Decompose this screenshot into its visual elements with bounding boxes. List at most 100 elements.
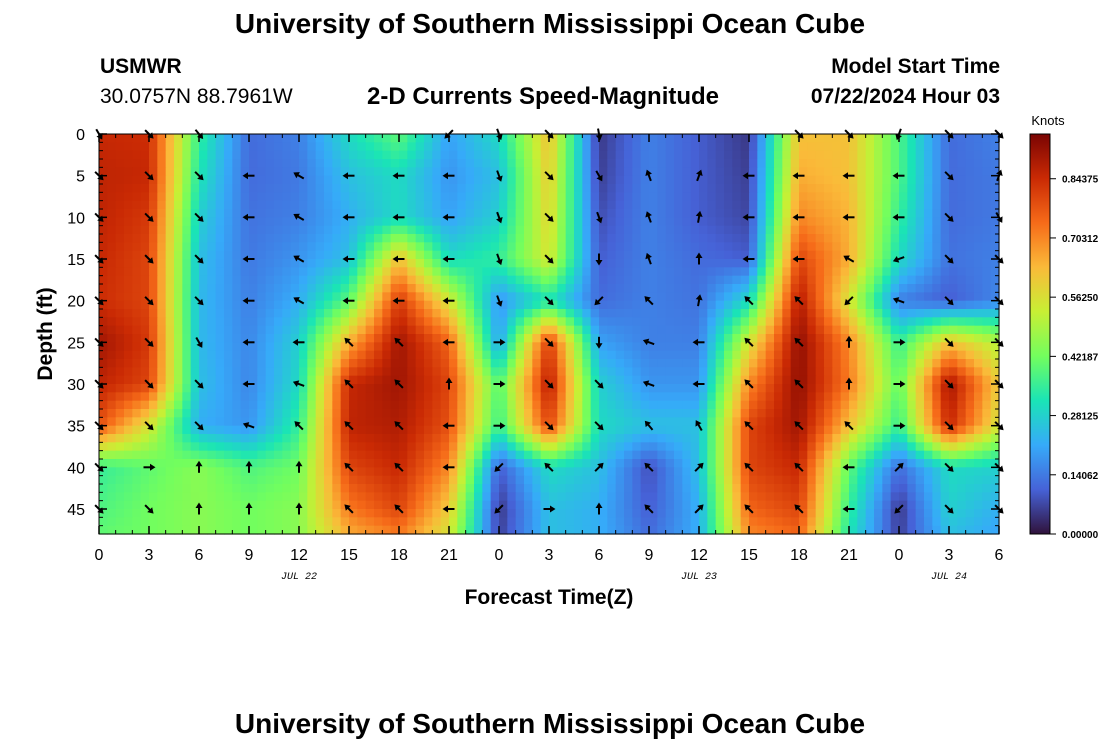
heatmap-cell (340, 317, 350, 327)
heatmap-cell (224, 225, 233, 235)
heatmap-cell (974, 225, 983, 235)
heatmap-cell (990, 184, 1000, 193)
heatmap-cell (590, 209, 600, 218)
heatmap-cell (440, 492, 450, 502)
heatmap-cell (282, 409, 292, 418)
heatmap-cell (265, 184, 275, 193)
heatmap-cell (832, 350, 842, 360)
heatmap-cell (165, 492, 175, 502)
heatmap-cell (724, 442, 733, 452)
heatmap-cell (757, 442, 767, 452)
heatmap-cell (182, 317, 192, 327)
heatmap-cell (449, 359, 458, 368)
heatmap-cell (482, 134, 492, 143)
heatmap-cell (132, 259, 142, 268)
heatmap-cell (690, 284, 700, 293)
heatmap-cell (174, 484, 183, 493)
heatmap-cell (607, 242, 617, 252)
heatmap-cell (582, 425, 592, 435)
heatmap-cell (699, 325, 708, 335)
heatmap-cell (349, 450, 358, 460)
heatmap-cell (557, 175, 567, 185)
heatmap-cell (399, 367, 408, 377)
heatmap-cell (507, 375, 517, 385)
heatmap-cell (874, 334, 883, 343)
heatmap-cell (257, 500, 267, 510)
heatmap-cell (390, 492, 400, 502)
heatmap-cell (565, 417, 575, 427)
heatmap-cell (732, 375, 742, 385)
heatmap-cell (874, 500, 883, 510)
heatmap-cell (265, 392, 275, 402)
heatmap-cell (215, 284, 225, 293)
heatmap-cell (874, 342, 883, 352)
heatmap-cell (590, 467, 600, 477)
heatmap-cell (482, 242, 492, 252)
heatmap-cell (549, 359, 558, 368)
heatmap-cell (390, 475, 400, 485)
heatmap-cell (874, 350, 883, 360)
heatmap-cell (549, 192, 558, 202)
heatmap-cell (690, 167, 700, 177)
heatmap-cell (465, 192, 475, 202)
heatmap-cell (465, 467, 475, 477)
heatmap-cell (857, 400, 867, 410)
heatmap-cell (407, 350, 417, 360)
heatmap-cell (557, 309, 567, 318)
heatmap-cell (140, 159, 150, 168)
heatmap-cell (149, 434, 158, 443)
heatmap-cell (707, 150, 717, 160)
heatmap-cell (332, 384, 342, 393)
heatmap-cell (140, 517, 150, 527)
heatmap-cell (299, 375, 308, 385)
heatmap-cell (807, 267, 817, 277)
heatmap-cell (965, 509, 975, 518)
heatmap-cell (282, 500, 292, 510)
heatmap-cell (615, 417, 625, 427)
heatmap-cell (224, 317, 233, 327)
heatmap-cell (899, 242, 908, 252)
heatmap-cell (532, 425, 542, 435)
heatmap-cell (424, 392, 433, 402)
heatmap-cell (857, 434, 867, 443)
heatmap-cell (465, 300, 475, 310)
heatmap-cell (340, 284, 350, 293)
heatmap-cell (324, 459, 333, 468)
heatmap-cell (382, 134, 392, 143)
heatmap-cell (607, 225, 617, 235)
heatmap-cell (682, 234, 692, 243)
heatmap-cell (682, 192, 692, 202)
heatmap-cell (374, 292, 383, 302)
heatmap-cell (490, 350, 500, 360)
heatmap-cell (457, 400, 467, 410)
heatmap-cell (407, 159, 417, 168)
heatmap-cell (315, 234, 325, 243)
heatmap-cell (840, 300, 850, 310)
heatmap-cell (207, 250, 217, 260)
heatmap-cell (974, 242, 983, 252)
heatmap-cell (507, 234, 517, 243)
heatmap-cell (349, 384, 358, 393)
heatmap-cell (274, 159, 283, 168)
heatmap-cell (624, 150, 633, 160)
heatmap-cell (824, 225, 833, 235)
heatmap-cell (632, 234, 642, 243)
heatmap-cell (115, 450, 125, 460)
heatmap-cell (599, 450, 608, 460)
heatmap-cell (274, 475, 283, 485)
heatmap-cell (415, 309, 425, 318)
heatmap-cell (624, 334, 633, 343)
heatmap-cell (540, 134, 550, 143)
heatmap-cell (649, 342, 658, 352)
heatmap-cell (432, 250, 442, 260)
heatmap-cell (690, 184, 700, 193)
heatmap-cell (665, 317, 675, 327)
heatmap-cell (632, 434, 642, 443)
heatmap-cell (224, 334, 233, 343)
heatmap-cell (365, 467, 375, 477)
heatmap-cell (732, 359, 742, 368)
heatmap-cell (749, 159, 758, 168)
heatmap-cell (665, 350, 675, 360)
heatmap-cell (549, 234, 558, 243)
heatmap-cell (699, 400, 708, 410)
